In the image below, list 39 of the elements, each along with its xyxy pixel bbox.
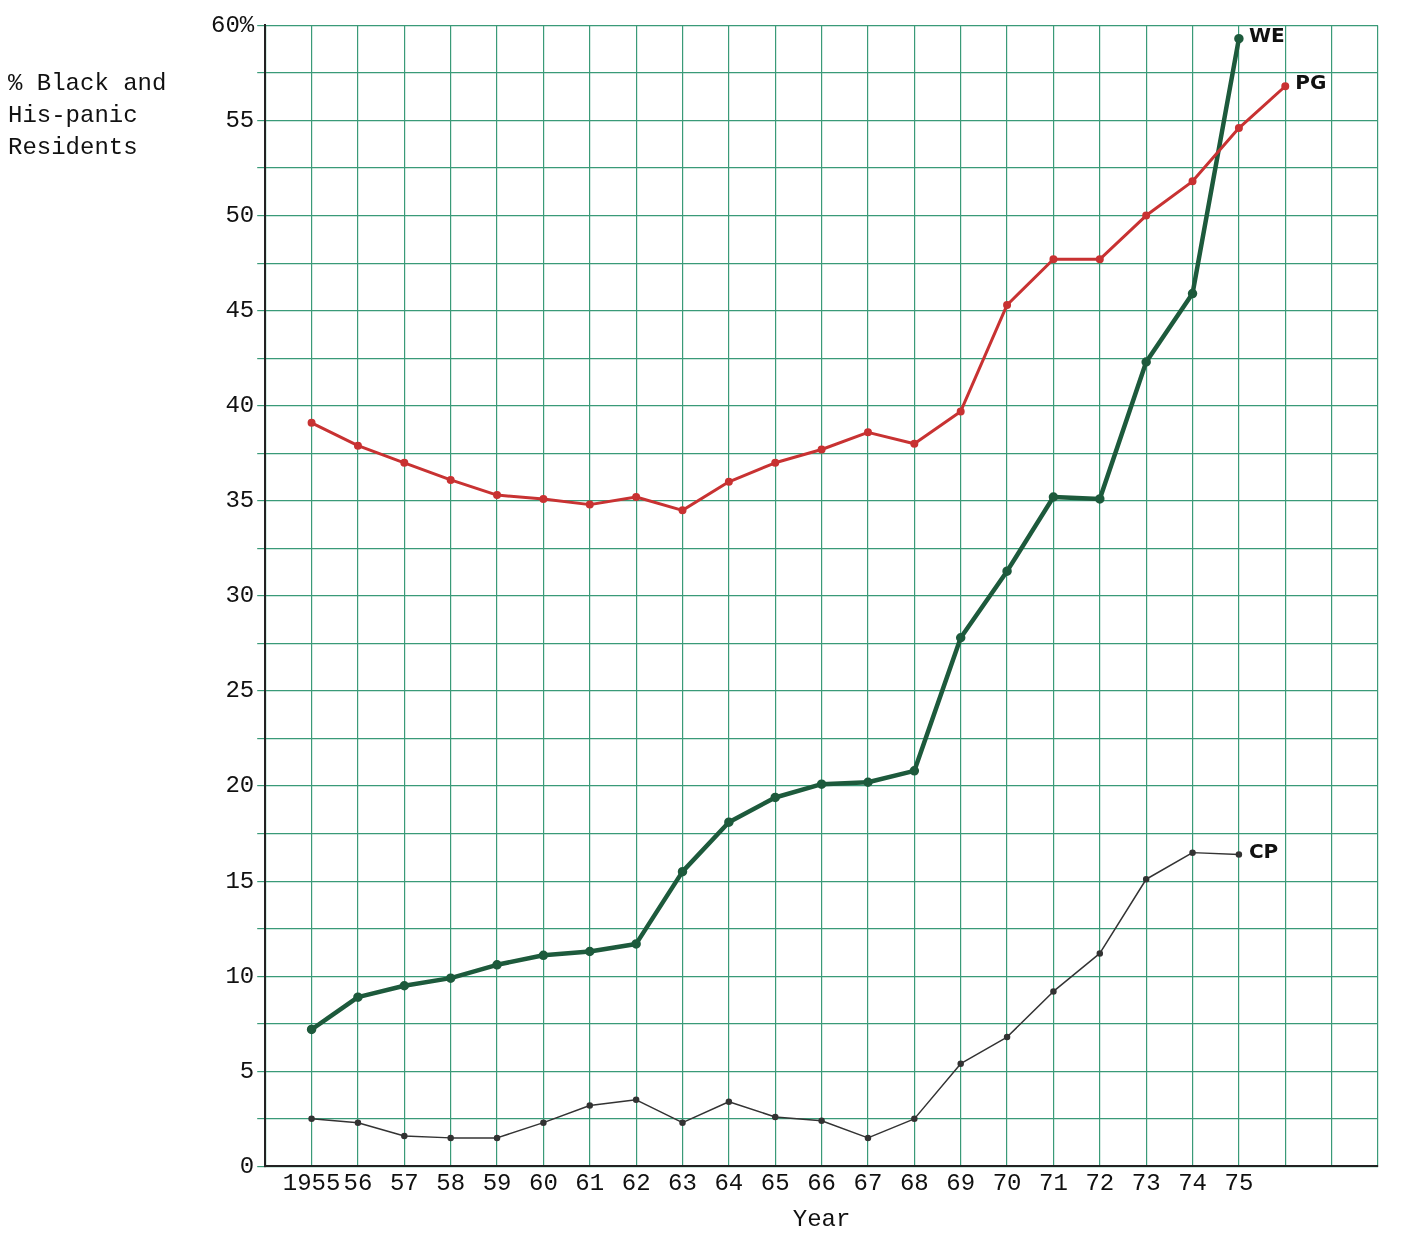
x-tick-label: 59: [482, 1170, 512, 1198]
x-tick-label: 61: [575, 1170, 605, 1198]
y-tick-label: 40: [225, 392, 255, 420]
series-label: WE: [1248, 22, 1285, 47]
x-tick-label: 65: [760, 1170, 790, 1198]
x-tick-label: 64: [714, 1170, 744, 1198]
x-axis-title: Year: [792, 1205, 851, 1233]
x-tick-label: 71: [1039, 1170, 1068, 1198]
y-tick-label: 10: [225, 962, 255, 990]
series-label: PG: [1295, 70, 1327, 95]
x-tick-label: 56: [343, 1170, 373, 1198]
x-tick-label: 73: [1131, 1170, 1161, 1198]
x-tick-label: 58: [436, 1170, 466, 1198]
y-tick-label: 20: [225, 772, 255, 800]
x-tick-label: 70: [992, 1170, 1022, 1198]
series-label: CP: [1248, 838, 1279, 863]
x-tick-label: 67: [853, 1170, 883, 1198]
x-tick-label: 66: [807, 1170, 837, 1198]
x-tick-label: 62: [621, 1170, 651, 1198]
y-tick-label: 45: [225, 297, 255, 325]
x-tick-label: 74: [1178, 1170, 1207, 1198]
x-tick-label: 63: [668, 1170, 697, 1198]
y-tick-label: 35: [225, 487, 255, 515]
y-tick-label: 5: [239, 1057, 255, 1085]
y-tick-label: 55: [225, 106, 255, 134]
y-tick-label: 15: [225, 867, 255, 895]
y-axis-title: % Black and His-panic Residents: [8, 69, 168, 163]
x-tick-label: 72: [1085, 1170, 1115, 1198]
y-tick-label: 50: [225, 201, 255, 229]
x-tick-label: 60: [529, 1170, 558, 1198]
x-tick-label: 75: [1224, 1170, 1254, 1198]
x-tick-label: 69: [946, 1170, 976, 1198]
x-tick-label: 68: [899, 1170, 929, 1198]
y-tick-label: 30: [225, 582, 255, 610]
x-tick-label: 57: [389, 1170, 419, 1198]
x-tick-label: 1955: [282, 1170, 341, 1198]
y-tick-label: 60%: [210, 11, 255, 39]
y-tick-label: 0: [239, 1152, 255, 1180]
y-tick-label: 25: [225, 677, 255, 705]
